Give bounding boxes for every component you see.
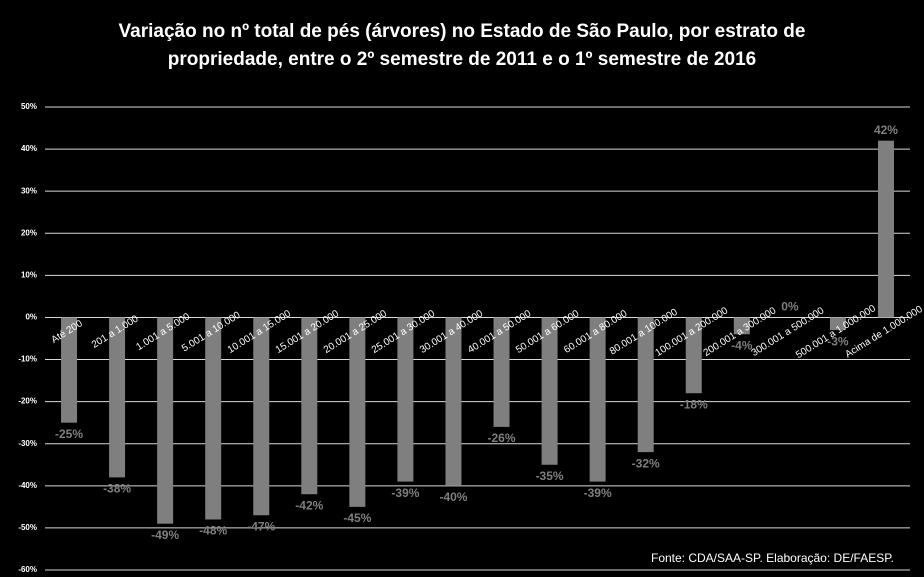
y-tick-label: -30% [18, 439, 37, 448]
y-tick-label: -60% [18, 565, 37, 574]
value-label: -38% [103, 482, 131, 496]
value-label: -3% [827, 334, 849, 348]
value-label: -42% [295, 498, 323, 512]
y-tick-label: 20% [21, 228, 37, 237]
value-label: 0% [781, 300, 799, 314]
y-tick-label: 30% [21, 186, 37, 195]
value-label: -47% [247, 519, 275, 533]
value-label: -40% [439, 490, 467, 504]
source-note: Fonte: CDA/SAA-SP. Elaboração: DE/FAESP. [650, 551, 894, 565]
y-tick-label: -40% [18, 481, 37, 490]
y-tick-label: -10% [18, 355, 37, 364]
bar [685, 317, 702, 394]
bar [205, 317, 222, 520]
y-tick-label: 0% [25, 313, 37, 322]
value-label: -39% [584, 486, 612, 500]
value-label: -35% [536, 469, 564, 483]
y-tick-label: 10% [21, 270, 37, 279]
value-label: -26% [488, 431, 516, 445]
bar [349, 317, 366, 507]
y-tick-label: -50% [18, 523, 37, 532]
bar [157, 317, 174, 524]
y-tick-label: 40% [21, 144, 37, 153]
value-label: -45% [343, 511, 371, 525]
bar [541, 317, 558, 465]
value-label: -32% [632, 456, 660, 470]
value-label: -18% [680, 397, 708, 411]
bar [109, 317, 126, 478]
bar [301, 317, 318, 495]
bar [733, 317, 750, 335]
value-label: -39% [391, 486, 419, 500]
bar [445, 317, 462, 486]
value-label: -48% [199, 524, 227, 538]
chart-title: Variação no nº total de pés (árvores) no… [118, 21, 806, 70]
bar [589, 317, 606, 482]
bar [253, 317, 270, 516]
bar [397, 317, 414, 482]
bar [493, 317, 510, 427]
y-tick-label: -20% [18, 397, 37, 406]
value-label: -4% [731, 338, 753, 352]
value-label: 42% [874, 123, 898, 137]
x-tick-label: 500.001 a 1.000.000 [794, 303, 878, 361]
bar [877, 140, 894, 318]
bar [829, 317, 846, 331]
bar [637, 317, 654, 453]
bar [61, 317, 78, 423]
value-label: -25% [55, 427, 83, 441]
value-label: -49% [151, 528, 179, 542]
y-tick-label: 50% [21, 102, 37, 111]
